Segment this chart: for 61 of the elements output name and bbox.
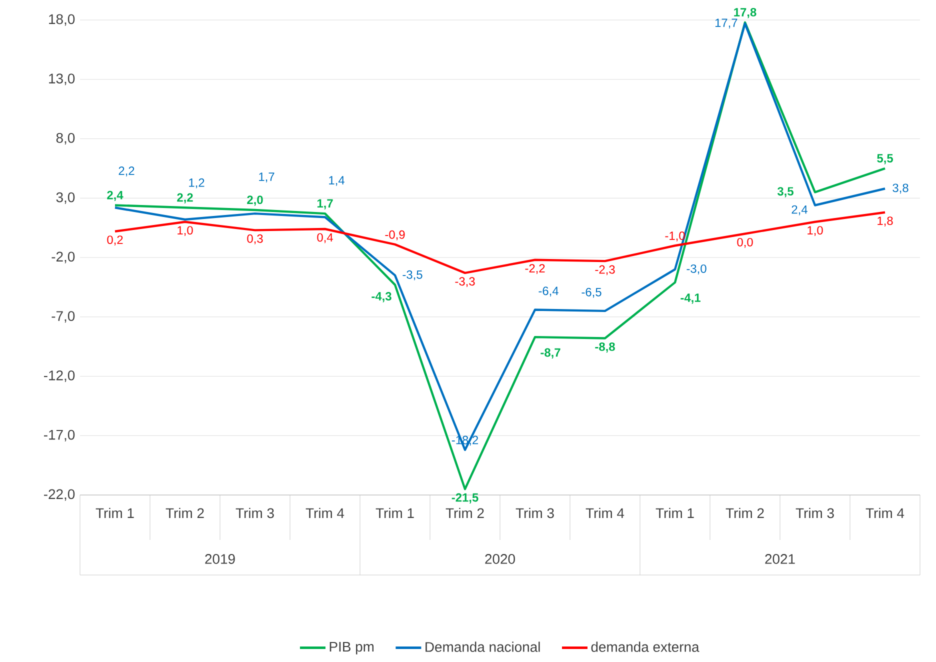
data-label: 2,4	[792, 205, 808, 216]
data-label: 2,2	[118, 166, 134, 176]
x-tick-label: Trim 2	[726, 508, 764, 518]
y-tick-label: -2,0	[52, 252, 75, 264]
data-label: -2,3	[595, 265, 615, 276]
data-label: -2,2	[525, 264, 545, 274]
data-label: -3,0	[686, 264, 706, 274]
x-tick-label: Trim 1	[376, 508, 414, 518]
data-label: -8,8	[595, 342, 615, 353]
x-tick-label: Trim 3	[796, 508, 834, 518]
x-tick-label: Trim 2	[166, 508, 204, 518]
data-label: 17,8	[734, 8, 756, 18]
x-tick-label: Trim 2	[446, 508, 484, 518]
y-tick-label: 3,0	[56, 192, 75, 204]
data-label: 0,2	[107, 236, 123, 246]
data-label: 2,4	[107, 190, 124, 202]
data-label: 0,4	[317, 233, 333, 244]
text: 2020	[485, 554, 515, 564]
data-label: 2,2	[177, 193, 193, 204]
data-label: 5,5	[877, 154, 893, 164]
data-label: 0,0	[737, 238, 753, 248]
text: 2019	[205, 554, 235, 564]
legend-label: Demanda nacional	[426, 642, 540, 652]
y-tick-label: -7,0	[52, 311, 75, 323]
x-tick-label: Trim 1	[656, 508, 694, 518]
data-label: -6,4	[538, 286, 558, 297]
data-label: 3,5	[777, 187, 794, 198]
y-tick-label: -22,0	[44, 489, 75, 501]
y-tick-label: -12,0	[44, 370, 75, 382]
data-label: -3,3	[455, 277, 475, 288]
data-label: -6,5	[582, 288, 602, 298]
data-label: -3,5	[402, 270, 422, 280]
x-tick-label: Trim 4	[866, 508, 904, 518]
data-label: -4,1	[680, 294, 700, 304]
data-label: -0,9	[385, 230, 405, 240]
data-label: 1,0	[178, 226, 193, 236]
data-label: 3,8	[892, 184, 908, 194]
data-label: 17,7	[715, 18, 738, 28]
text: 2021	[765, 554, 795, 564]
x-tick-label: Trim 1	[96, 508, 134, 518]
data-label: 1,8	[878, 216, 893, 226]
data-label: 1,7	[317, 199, 333, 210]
y-tick-label: -17,0	[44, 430, 75, 442]
data-label: 1,2	[189, 178, 204, 188]
legend-label: PIB pm	[330, 642, 374, 654]
x-tick-label: Trim 3	[516, 508, 554, 518]
legend-label: demanda externa	[591, 642, 700, 652]
y-tick-label: 18,0	[49, 14, 75, 26]
data-label: -4,3	[372, 292, 392, 302]
data-label: 0,3	[247, 234, 263, 244]
x-tick-label: Trim 4	[306, 508, 344, 518]
data-label: 2,0	[247, 196, 263, 206]
data-label: -8,7	[540, 348, 560, 358]
x-tick-label: Trim 3	[236, 508, 274, 518]
y-tick-label: 8,0	[56, 132, 75, 145]
data-label: 1,7	[259, 172, 274, 182]
y-tick-label: 13,0	[49, 74, 75, 86]
data-label: -21,5	[452, 493, 478, 504]
x-tick-label: Trim 4	[586, 508, 624, 518]
data-label: 1,4	[329, 176, 344, 186]
data-label: 1,0	[808, 226, 823, 236]
